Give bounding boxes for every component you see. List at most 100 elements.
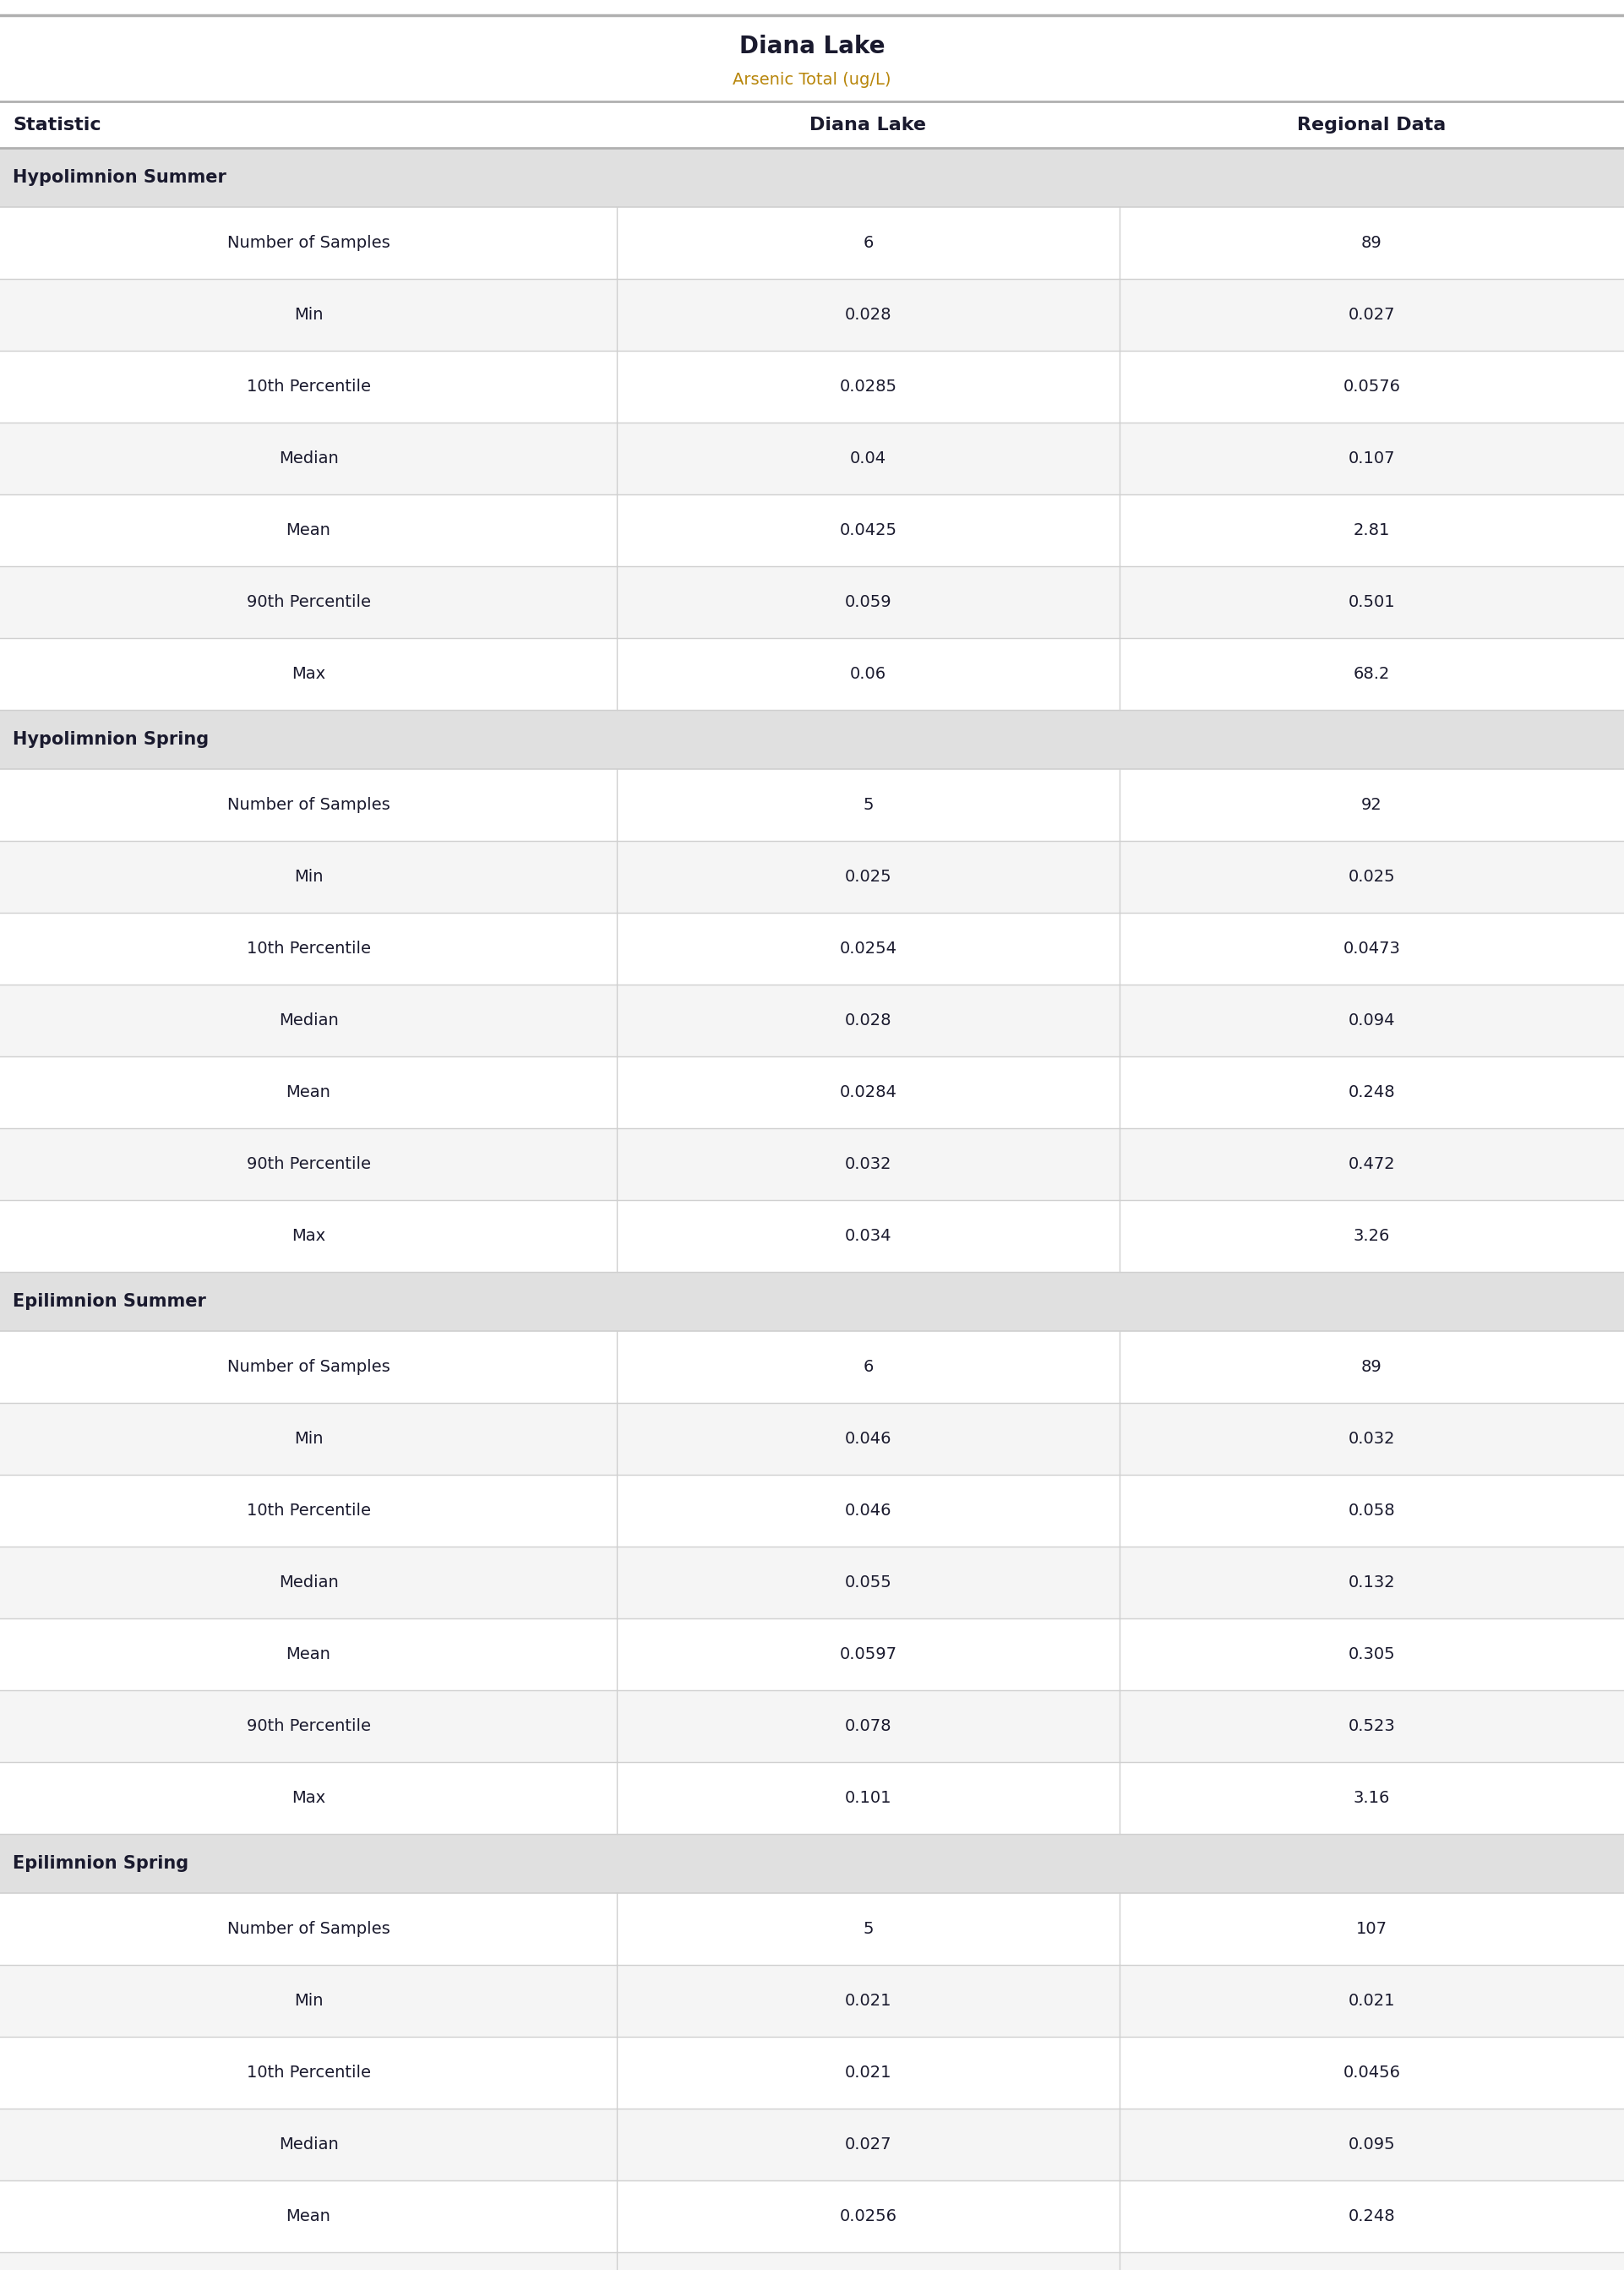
Text: Hypolimnion Summer: Hypolimnion Summer — [13, 168, 226, 186]
Text: 89: 89 — [1361, 234, 1382, 252]
Text: 0.046: 0.046 — [844, 1430, 892, 1446]
Text: 0.0456: 0.0456 — [1343, 2066, 1400, 2082]
Text: 0.021: 0.021 — [844, 1993, 892, 2009]
Text: Diana Lake: Diana Lake — [810, 116, 926, 134]
Text: 0.107: 0.107 — [1348, 449, 1395, 468]
Text: Median: Median — [279, 449, 338, 468]
Text: 2.81: 2.81 — [1353, 522, 1390, 538]
Text: 0.0285: 0.0285 — [840, 379, 896, 395]
Bar — [0, 1691, 1624, 1762]
Text: 0.06: 0.06 — [849, 665, 887, 681]
Text: 0.472: 0.472 — [1348, 1155, 1395, 1171]
Bar — [0, 1834, 1624, 1893]
Text: Number of Samples: Number of Samples — [227, 797, 390, 813]
Text: 10th Percentile: 10th Percentile — [247, 1503, 370, 1519]
Text: 0.0254: 0.0254 — [840, 940, 896, 956]
Text: Number of Samples: Number of Samples — [227, 1360, 390, 1376]
Text: 5: 5 — [862, 797, 874, 813]
Text: 0.058: 0.058 — [1348, 1503, 1395, 1519]
Bar — [0, 770, 1624, 840]
Text: 5: 5 — [862, 1920, 874, 1936]
Bar — [0, 1271, 1624, 1330]
Text: 0.101: 0.101 — [844, 1791, 892, 1807]
Bar — [0, 711, 1624, 770]
Text: 10th Percentile: 10th Percentile — [247, 379, 370, 395]
Bar — [0, 495, 1624, 565]
Text: Min: Min — [294, 869, 323, 885]
Text: Number of Samples: Number of Samples — [227, 234, 390, 252]
Bar — [0, 1893, 1624, 1966]
Bar — [0, 1403, 1624, 1476]
Text: Min: Min — [294, 1430, 323, 1446]
Bar — [0, 638, 1624, 711]
Text: Statistic: Statistic — [13, 116, 101, 134]
Text: 0.028: 0.028 — [844, 1012, 892, 1028]
Text: 89: 89 — [1361, 1360, 1382, 1376]
Bar — [0, 1546, 1624, 1619]
Bar — [0, 207, 1624, 279]
Text: 0.027: 0.027 — [844, 2136, 892, 2152]
Text: 92: 92 — [1361, 797, 1382, 813]
Text: 0.046: 0.046 — [844, 1503, 892, 1519]
Text: Mean: Mean — [286, 1646, 331, 1662]
Bar — [0, 1201, 1624, 1271]
Text: Mean: Mean — [286, 1085, 331, 1101]
Text: Epilimnion Spring: Epilimnion Spring — [13, 1855, 188, 1873]
Text: 0.021: 0.021 — [1348, 1993, 1395, 2009]
Text: Regional Data: Regional Data — [1298, 116, 1447, 134]
Text: 90th Percentile: 90th Percentile — [247, 595, 370, 611]
Bar — [0, 2252, 1624, 2270]
Bar — [0, 985, 1624, 1056]
Bar — [0, 565, 1624, 638]
Bar — [0, 1128, 1624, 1201]
Text: 0.501: 0.501 — [1348, 595, 1395, 611]
Text: Diana Lake: Diana Lake — [739, 34, 885, 59]
Text: Min: Min — [294, 1993, 323, 2009]
Text: 3.26: 3.26 — [1353, 1228, 1390, 1244]
Bar — [0, 913, 1624, 985]
Text: 0.078: 0.078 — [844, 1718, 892, 1734]
Text: 0.094: 0.094 — [1348, 1012, 1395, 1028]
Text: Median: Median — [279, 2136, 338, 2152]
Text: 68.2: 68.2 — [1353, 665, 1390, 681]
Text: 0.034: 0.034 — [844, 1228, 892, 1244]
Text: 90th Percentile: 90th Percentile — [247, 1155, 370, 1171]
Text: 0.248: 0.248 — [1348, 1085, 1395, 1101]
Text: 0.04: 0.04 — [849, 449, 887, 468]
Bar — [0, 1330, 1624, 1403]
Text: 90th Percentile: 90th Percentile — [247, 1718, 370, 1734]
Text: 0.021: 0.021 — [844, 2066, 892, 2082]
Text: 10th Percentile: 10th Percentile — [247, 2066, 370, 2082]
Text: Hypolimnion Spring: Hypolimnion Spring — [13, 731, 209, 747]
Text: 0.0473: 0.0473 — [1343, 940, 1400, 956]
Text: Number of Samples: Number of Samples — [227, 1920, 390, 1936]
Bar — [0, 279, 1624, 352]
Text: 0.025: 0.025 — [844, 869, 892, 885]
Bar — [0, 102, 1624, 148]
Text: Max: Max — [291, 1228, 325, 1244]
Text: Median: Median — [279, 1575, 338, 1591]
Text: Min: Min — [294, 306, 323, 322]
Bar — [0, 1476, 1624, 1546]
Text: Max: Max — [291, 665, 325, 681]
Text: 0.0256: 0.0256 — [840, 2209, 896, 2225]
Bar — [0, 352, 1624, 422]
Text: 107: 107 — [1356, 1920, 1387, 1936]
Bar — [0, 2181, 1624, 2252]
Text: 0.055: 0.055 — [844, 1575, 892, 1591]
Bar — [0, 1056, 1624, 1128]
Text: 0.0576: 0.0576 — [1343, 379, 1400, 395]
Bar — [0, 422, 1624, 495]
Text: 3.16: 3.16 — [1353, 1791, 1390, 1807]
Text: Epilimnion Summer: Epilimnion Summer — [13, 1294, 206, 1310]
Bar — [0, 2109, 1624, 2181]
Text: 0.523: 0.523 — [1348, 1718, 1395, 1734]
Bar — [0, 1966, 1624, 2036]
Bar — [0, 2036, 1624, 2109]
Text: 0.032: 0.032 — [1348, 1430, 1395, 1446]
Bar — [0, 148, 1624, 207]
Text: 0.027: 0.027 — [1348, 306, 1395, 322]
Text: Median: Median — [279, 1012, 338, 1028]
Text: 0.095: 0.095 — [1348, 2136, 1395, 2152]
Text: Mean: Mean — [286, 2209, 331, 2225]
